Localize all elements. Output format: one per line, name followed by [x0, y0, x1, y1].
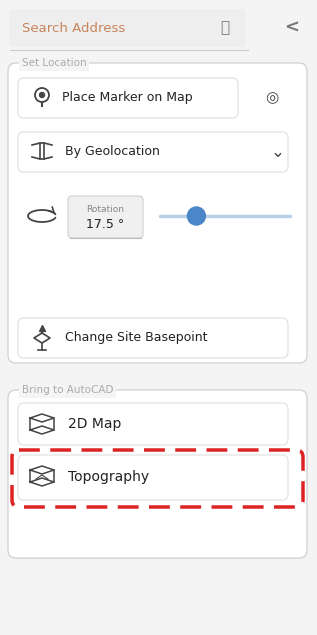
- FancyBboxPatch shape: [10, 10, 245, 46]
- Text: Rotation: Rotation: [86, 206, 124, 215]
- Circle shape: [40, 93, 44, 98]
- Text: <: <: [284, 19, 300, 37]
- FancyBboxPatch shape: [18, 318, 288, 358]
- Text: ⌕: ⌕: [220, 20, 230, 36]
- Text: Topography: Topography: [68, 470, 149, 484]
- FancyBboxPatch shape: [18, 132, 288, 172]
- Text: ⌄: ⌄: [271, 143, 285, 161]
- Text: Search Address: Search Address: [22, 22, 125, 34]
- Text: Bring to AutoCAD: Bring to AutoCAD: [22, 385, 113, 395]
- FancyBboxPatch shape: [18, 455, 288, 500]
- Text: 17.5 °: 17.5 °: [86, 218, 124, 232]
- Text: Change Site Basepoint: Change Site Basepoint: [65, 331, 208, 345]
- FancyBboxPatch shape: [68, 196, 143, 238]
- Text: Set Location: Set Location: [22, 58, 87, 68]
- Text: By Geolocation: By Geolocation: [65, 145, 160, 159]
- FancyBboxPatch shape: [18, 78, 238, 118]
- FancyBboxPatch shape: [8, 63, 307, 363]
- FancyBboxPatch shape: [18, 403, 288, 445]
- Circle shape: [187, 207, 205, 225]
- Text: 2D Map: 2D Map: [68, 417, 121, 431]
- Text: ◎: ◎: [265, 91, 279, 105]
- Text: Place Marker on Map: Place Marker on Map: [62, 91, 193, 105]
- FancyBboxPatch shape: [8, 390, 307, 558]
